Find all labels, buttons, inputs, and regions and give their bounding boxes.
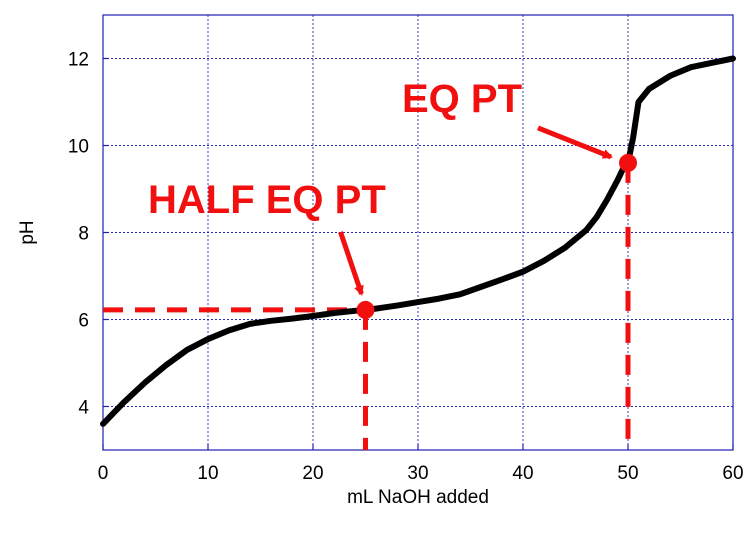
y-tick-label: 4 (78, 398, 89, 419)
eq-pt-arrow (537, 125, 613, 160)
x-tick-label: 30 (407, 463, 428, 484)
y-tick-label: 12 (68, 50, 89, 71)
x-axis-title: mL NaOH added (347, 487, 489, 508)
x-tick-label: 50 (617, 463, 638, 484)
titration-curve-line (100, 55, 736, 427)
half-eq-pt-marker (356, 300, 375, 319)
x-tick-label: 0 (98, 463, 109, 484)
eq-pt-marker (619, 153, 637, 172)
tick-layer: 0 10 20 30 40 50 60 4 6 8 10 12 (68, 50, 744, 485)
series-layer (100, 55, 736, 427)
x-tick-label: 20 (302, 463, 323, 484)
x-tick-label: 60 (722, 463, 743, 484)
x-tick-label: 40 (512, 463, 533, 484)
eq-pt-label: EQ PT (402, 77, 522, 121)
annotation-layer (338, 125, 637, 319)
y-axis-title: pH (17, 220, 38, 244)
y-tick-label: 6 (78, 311, 89, 332)
half-eq-pt-label: HALF EQ PT (148, 178, 386, 222)
guide-layer (103, 162, 631, 450)
half-eq-pt-arrow (338, 231, 364, 296)
y-tick-label: 8 (78, 224, 89, 245)
x-tick-label: 10 (197, 463, 218, 484)
y-tick-label: 10 (68, 137, 89, 158)
